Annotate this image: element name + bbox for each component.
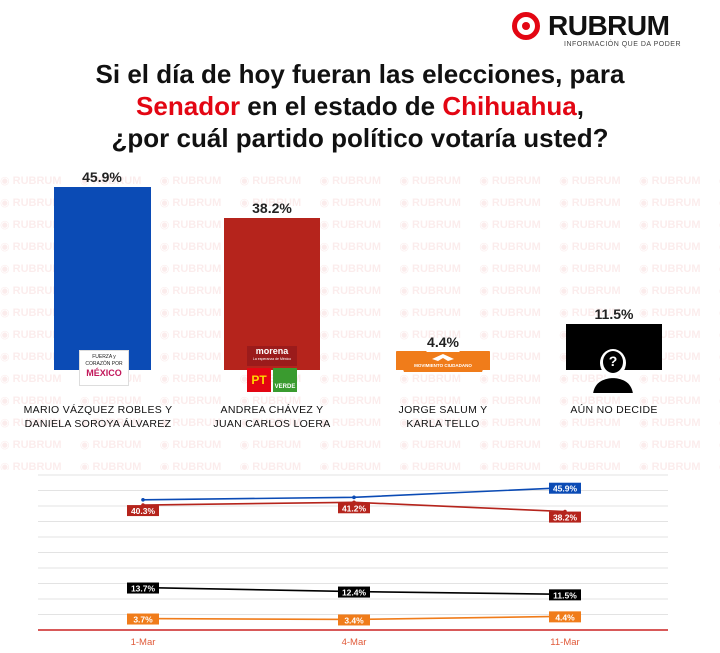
category-label: ANDREA CHÁVEZ Y JUAN CARLOS LOERA [213, 404, 331, 430]
title-line-3: ¿por cuál partido político votaría usted… [111, 123, 609, 153]
data-label-box [127, 582, 159, 594]
movimiento-ciudadano-logo: MOVIMIENTO CIUDADANO [396, 351, 490, 372]
category-label: AÚN NO DECIDE [570, 404, 658, 416]
title-line-2-post: , [576, 91, 584, 121]
morena-logo: morena La esperanza de México [247, 346, 297, 366]
morena-logo-text: morena [255, 346, 289, 356]
title-highlight-senador: Senador [136, 91, 241, 121]
data-label-box [549, 611, 581, 623]
category-label: MARIO VÁZQUEZ ROBLES Y DANIELA SOROYA ÁLV… [23, 404, 173, 430]
question-mark-icon: ? [608, 353, 618, 369]
morena-pt-verde-logo: morena La esperanza de México PT VERDE [247, 346, 297, 394]
bar-1 [224, 217, 320, 370]
data-label: 3.4% [344, 615, 364, 625]
mc-logo-shape [396, 351, 490, 372]
undecided-person-icon: ? [590, 346, 636, 395]
pt-logo: PT [247, 368, 271, 392]
data-label: 41.2% [342, 503, 367, 513]
verde-logo: VERDE [273, 368, 297, 392]
data-label-box [549, 482, 581, 494]
data-label: 13.7% [131, 584, 156, 594]
title-highlight-chihuahua: Chihuahua [442, 91, 577, 121]
data-label-box [127, 613, 159, 625]
fuerza-logo-mexico: MÉXICO [86, 368, 122, 378]
series-point [352, 495, 356, 500]
rubrum-target-icon [512, 12, 540, 40]
category-label: JORGE SALUM Y KARLA TELLO [398, 404, 488, 430]
bar-value-label: 4.4% [427, 334, 459, 351]
data-label: 38.2% [553, 513, 578, 523]
brand-name: RUBRUM [548, 10, 670, 41]
title-line-2: Senador en el estado de Chihuahua, [0, 90, 720, 122]
data-label-box [127, 505, 159, 517]
chart-title: Si el día de hoy fueran las elecciones, … [0, 58, 720, 154]
fuerza-por-mexico-logo: FUERZA y CORAZÓN POR MÉXICO [79, 350, 129, 386]
mc-logo-text: MOVIMIENTO CIUDADANO [414, 363, 472, 368]
brand-tagline: INFORMACIÓN QUE DA PODER [564, 41, 682, 48]
morena-logo-sub: La esperanza de México [252, 357, 292, 361]
bar-value-label: 45.9% [82, 169, 122, 185]
title-line-2-mid: en el estado de [240, 91, 443, 121]
fuerza-logo-text: FUERZA y CORAZÓN POR [85, 354, 123, 367]
data-label: 40.3% [131, 506, 156, 516]
data-label-box [338, 586, 370, 598]
data-label: 45.9% [553, 484, 578, 494]
bar-value-label: 38.2% [252, 199, 292, 216]
x-tick-label: 11-Mar [550, 637, 579, 648]
series-point [141, 498, 145, 502]
bar-value-label: 11.5% [594, 306, 634, 323]
data-label-box [338, 614, 370, 626]
x-tick-label: 1-Mar [131, 637, 156, 648]
title-line-1: Si el día de hoy fueran las elecciones, … [95, 59, 625, 89]
data-label-box [338, 502, 370, 514]
rubrum-logo: RUBRUM INFORMACIÓN QUE DA PODER [512, 10, 702, 50]
bar-0 [53, 187, 151, 370]
data-label: 12.4% [342, 588, 367, 598]
data-label-box [549, 589, 581, 601]
data-label: 4.4% [555, 612, 575, 622]
data-label: 3.7% [133, 615, 153, 625]
data-label-box [549, 511, 581, 523]
trend-line-chart: 45.9% 40.3% 41.2% 38.2% 13.7% 12.4% 11.5% 3.7% 3… [38, 474, 668, 648]
x-tick-label: 4-Mar [342, 637, 367, 648]
data-label: 11.5% [553, 590, 577, 600]
